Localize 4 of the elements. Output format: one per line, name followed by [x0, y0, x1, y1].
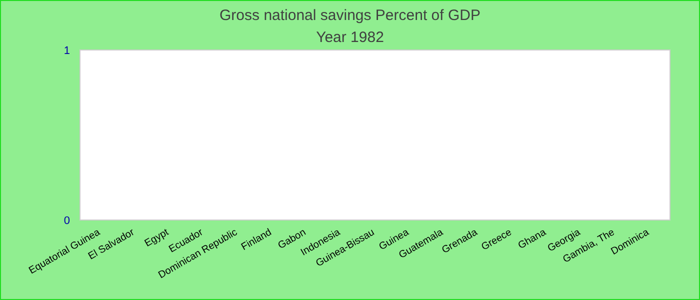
y-tick-label: 1	[64, 44, 70, 57]
chart-title: Gross national savings Percent of GDP	[220, 7, 480, 24]
y-tick-label: 0	[64, 214, 70, 227]
chart-subtitle: Year 1982	[316, 29, 384, 46]
